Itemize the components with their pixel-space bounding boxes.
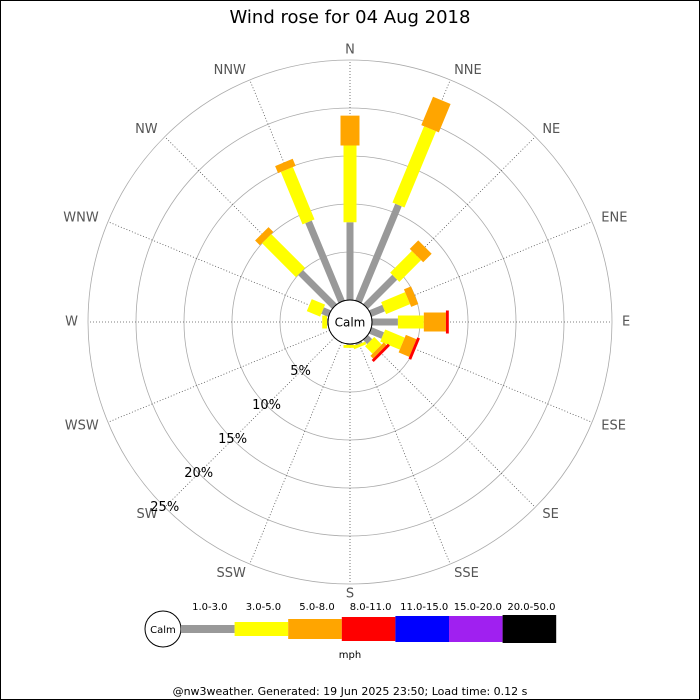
legend-swatch (288, 619, 342, 639)
spoke (249, 342, 342, 565)
legend-swatch (395, 616, 449, 642)
legend-label: 8.0-11.0 (350, 602, 392, 613)
ring-label: 20% (184, 466, 213, 481)
rose-bar (368, 327, 385, 339)
rose-bar (365, 337, 382, 354)
direction-label: W (65, 315, 78, 330)
direction-label: WSW (65, 419, 99, 434)
legend-swatch (181, 625, 235, 633)
rose-bar (368, 304, 385, 317)
direction-label: SW (137, 507, 158, 522)
rose-bar (275, 158, 296, 174)
legend-calm-label: Calm (150, 625, 176, 636)
rose-bar (408, 337, 420, 360)
direction-label: NW (135, 122, 158, 137)
legend-label: 1.0-3.0 (192, 602, 227, 613)
direction-label: S (346, 587, 354, 602)
rose-bar (398, 334, 417, 357)
legend-label: 11.0-15.0 (400, 602, 448, 613)
rose-bar (255, 227, 274, 246)
legend-label: 20.0-50.0 (507, 602, 555, 613)
rose-bar (261, 233, 306, 278)
rose-bar (392, 126, 437, 208)
ring-label: 15% (218, 432, 247, 447)
rose-bar (306, 299, 326, 317)
rose-bar (403, 286, 419, 307)
legend-swatch (502, 615, 557, 643)
footer: @nw3weather. Generated: 19 Jun 2025 23:5… (173, 685, 528, 698)
rose-bar (363, 274, 398, 309)
direction-label: ESE (601, 419, 626, 434)
ring-label: 25% (150, 500, 179, 515)
legend-swatch (341, 617, 396, 641)
legend-swatch (449, 616, 503, 642)
rose-bar (280, 167, 315, 225)
grid-ring (87, 59, 613, 585)
spoke (164, 337, 335, 508)
ring-label: 5% (290, 364, 311, 379)
rose-bar (321, 307, 332, 317)
rose-bar (380, 329, 405, 350)
rose-bar (409, 240, 432, 263)
spoke (107, 221, 330, 314)
rose-bar (421, 96, 451, 133)
rose-bar (381, 292, 411, 315)
rose-bar (355, 203, 402, 304)
direction-label: E (622, 315, 630, 330)
ring-label: 10% (252, 398, 281, 413)
spoke (358, 342, 451, 565)
direction-label: NE (542, 122, 560, 137)
spoke (365, 337, 536, 508)
direction-label: N (345, 43, 355, 58)
direction-label: SSW (217, 566, 247, 581)
rose-bar (298, 270, 337, 309)
legend-label: 3.0-5.0 (246, 602, 281, 613)
rose-bar (370, 342, 387, 359)
spoke (107, 330, 330, 423)
calm-circle (327, 299, 373, 345)
calm-label: Calm (335, 316, 366, 330)
direction-label: WNW (63, 210, 99, 225)
direction-label: NNE (454, 63, 482, 78)
rose-bar (363, 335, 373, 345)
direction-label: SE (542, 507, 558, 522)
legend-label: 5.0-8.0 (299, 602, 334, 613)
legend-unit: mph (339, 650, 361, 661)
rose-bar (353, 341, 367, 350)
direction-label: NNW (214, 63, 246, 78)
legend-label: 15.0-20.0 (454, 602, 502, 613)
direction-label: SSE (454, 566, 479, 581)
direction-label: ENE (601, 210, 627, 225)
rose-bar (371, 343, 390, 362)
legend-swatch (234, 622, 289, 636)
rose-bar (305, 220, 345, 304)
chart-title: Wind rose for 04 Aug 2018 (230, 7, 471, 28)
rose-bar (390, 250, 422, 282)
